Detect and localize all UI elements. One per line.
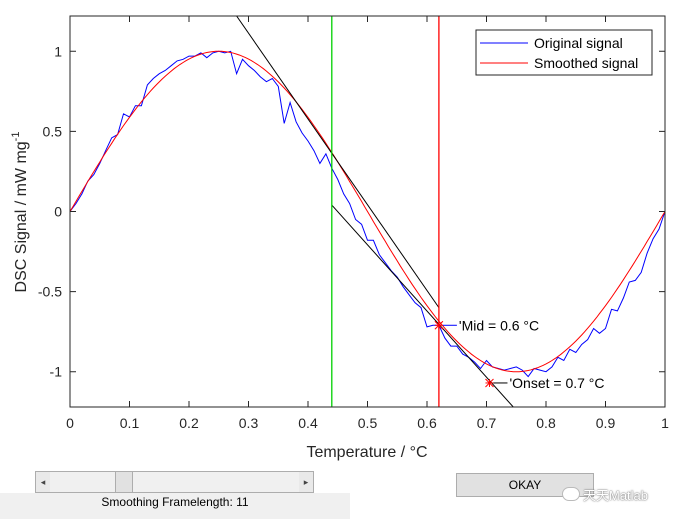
slider-thumb[interactable] — [115, 471, 134, 493]
y-axis-label: DSC Signal / mW mg-1 — [10, 132, 30, 293]
y-axis-label-superscript: -1 — [10, 132, 22, 142]
x-tick-label: 0.3 — [239, 415, 259, 431]
x-tick-label: 0.9 — [596, 415, 616, 431]
slider-track[interactable] — [50, 471, 299, 493]
framelength-slider[interactable]: ◂ ▸ — [35, 471, 314, 493]
legend-label-smoothed: Smoothed signal — [534, 55, 638, 71]
slider-right-arrow-icon[interactable]: ▸ — [303, 477, 309, 487]
series-original-signal — [70, 50, 665, 378]
legend: Original signal Smoothed signal — [475, 29, 653, 76]
x-tick-label: 0.8 — [536, 415, 556, 431]
x-tick-label: 0.5 — [358, 415, 378, 431]
watermark: 天天Matlab — [562, 485, 648, 504]
x-tick-label: 0.7 — [477, 415, 497, 431]
y-tick-label: 1 — [54, 43, 62, 59]
x-tick-label: 0.6 — [417, 415, 437, 431]
y-tick-label: -1 — [50, 364, 63, 380]
okay-button[interactable]: OKAY — [456, 473, 594, 497]
annotation-marker-2 — [485, 378, 494, 388]
y-tick-label: -0.5 — [38, 284, 62, 300]
x-tick-label: 1 — [661, 415, 669, 431]
legend-box — [475, 29, 653, 76]
dsc-chart: 0 0.1 0.2 0.3 0.4 0.5 0.6 0.7 0.8 0.9 1 -1 -0.5 0 0.5 1… — [10, 15, 669, 461]
x-tick-label: 0 — [66, 415, 74, 431]
annotation-marker-1 — [434, 320, 444, 330]
y-tick-label: 0.5 — [43, 123, 63, 139]
framelength-label: Smoothing Framelength: 11 — [0, 493, 350, 519]
y-tick-label: 0 — [54, 204, 62, 220]
slider-left-arrow-icon[interactable]: ◂ — [40, 477, 46, 487]
annotation-label-2: 'Onset = 0.7 °C — [509, 375, 604, 391]
legend-label-original: Original signal — [534, 35, 623, 51]
x-tick-label: 0.2 — [179, 415, 199, 431]
x-axis-label: Temperature / °C — [306, 444, 427, 461]
tangent-line-1 — [236, 16, 440, 308]
wechat-icon — [562, 487, 580, 501]
tangent-line-2 — [331, 204, 514, 407]
watermark-text: 天天Matlab — [583, 488, 649, 503]
y-axis-label-text: DSC Signal / mW mg — [13, 141, 30, 292]
annotation-label-1: 'Mid = 0.6 °C — [459, 317, 539, 333]
x-tick-label: 0.4 — [298, 415, 318, 431]
x-tick-label: 0.1 — [120, 415, 140, 431]
series-smoothed-signal — [70, 50, 665, 373]
